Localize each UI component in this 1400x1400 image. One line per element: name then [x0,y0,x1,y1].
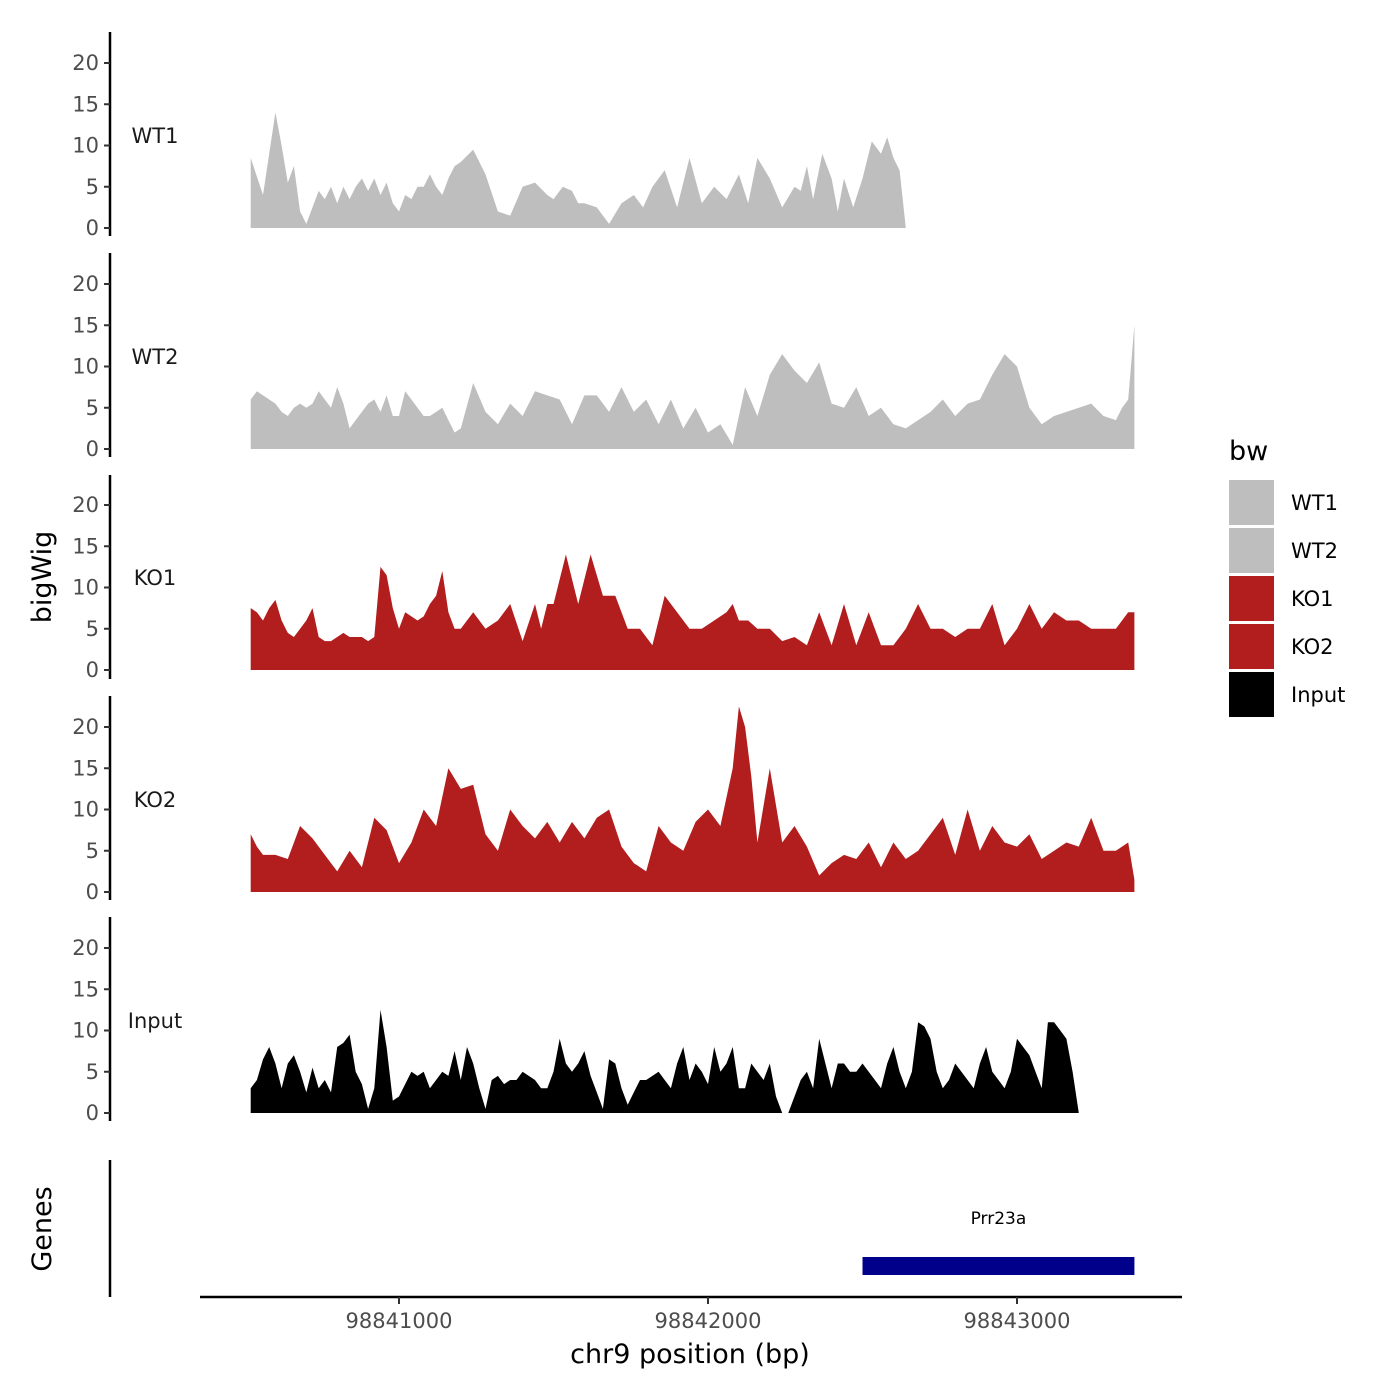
legend-label-input: Input [1291,683,1345,707]
y-tick-label: 15 [72,92,99,116]
y-tick-label: 10 [72,576,99,600]
gene-body [862,1257,1135,1275]
track-input: 0 5 10 15 20 Input [72,917,1123,1125]
track-label: KO1 [134,566,177,590]
legend-label-wt2: WT2 [1291,539,1338,563]
y-axis-title: bigWig [27,531,58,624]
y-tick-label: 20 [72,936,99,960]
track-label: Input [128,1009,182,1033]
legend-swatch-ko1 [1229,576,1274,621]
y-tick-label: 10 [72,1019,99,1043]
track-area-ko1 [250,554,1135,670]
x-tick-label: 98843000 [964,1309,1071,1333]
legend-swatch-wt2 [1229,528,1274,573]
y-tick-label: 15 [72,313,99,337]
genes-axis-title: Genes [27,1186,58,1271]
y-tick-label: 10 [72,355,99,379]
y-tick-label: 0 [86,437,99,461]
y-tick-label: 0 [86,658,99,682]
y-tick-label: 15 [72,756,99,780]
genes-panel: Prr23a [108,1160,1135,1297]
y-tick-label: 15 [72,977,99,1001]
track-label: WT1 [132,124,179,148]
track-ko2: 0 5 10 15 20 KO2 [72,696,1135,904]
y-tick-label: 5 [86,175,99,199]
x-tick-label: 98841000 [346,1309,453,1333]
track-label: WT2 [132,345,179,369]
legend-swatch-ko2 [1229,624,1274,669]
track-wt1: 0 5 10 15 20 WT1 [72,32,906,240]
y-tick-label: 10 [72,798,99,822]
y-tick-label: 5 [86,617,99,641]
legend-label-wt1: WT1 [1291,491,1338,515]
y-tick-label: 5 [86,839,99,863]
y-tick-label: 15 [72,534,99,558]
gene-label: Prr23a [971,1209,1027,1229]
x-axis-title: chr9 position (bp) [570,1339,810,1370]
y-tick-label: 20 [72,272,99,296]
track-area-ko2 [250,706,1135,892]
track-area-input [250,1009,1123,1113]
y-tick-label: 20 [72,715,99,739]
track-label: KO2 [134,788,177,812]
x-axis: 98841000 98842000 98843000 [200,1295,1182,1333]
y-tick-label: 10 [72,134,99,158]
x-tick-label: 98842000 [655,1309,762,1333]
legend-swatch-input [1229,672,1274,717]
y-tick-label: 0 [86,216,99,240]
track-wt2: 0 5 10 15 20 WT2 [72,253,1135,461]
y-tick-label: 0 [86,1101,99,1125]
legend-swatch-wt1 [1229,480,1274,525]
legend-label-ko1: KO1 [1291,587,1334,611]
legend-label-ko2: KO2 [1291,635,1334,659]
track-ko1: 0 5 10 15 20 KO1 [72,475,1135,682]
track-area-wt2 [250,325,1135,449]
y-tick-label: 20 [72,493,99,517]
y-tick-label: 5 [86,1060,99,1084]
y-tick-label: 20 [72,51,99,75]
legend-title: bw [1229,436,1268,467]
tracks-layer: 0 5 10 15 20 WT1 0 5 10 15 20 WT2 0 5 10 15 20 KO1 0 5 10 15 2… [72,32,1135,1125]
track-area-wt1 [250,112,906,228]
y-tick-label: 5 [86,396,99,420]
y-tick-label: 0 [86,880,99,904]
legend: WT1 WT2 KO1 KO2 Input [1229,480,1345,717]
